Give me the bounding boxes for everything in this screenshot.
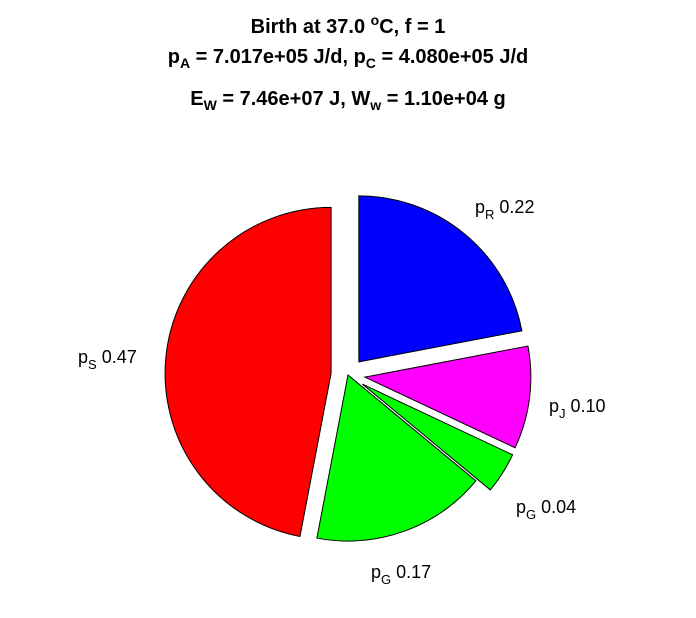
slice-label-pR: pR 0.22	[475, 197, 535, 222]
slice-label-pG-small: pG 0.04	[516, 497, 577, 522]
chart-title-line-1: Birth at 37.0 oC, f = 1	[250, 12, 446, 38]
pie-slice-pJ-0.10	[363, 345, 532, 449]
pie-slice-pG-0.04	[362, 383, 514, 491]
chart-title-line-2: pA = 7.017e+05 J/d, pC = 4.080e+05 J/d	[167, 46, 529, 71]
slice-label-pG: pG 0.17	[371, 562, 432, 587]
pie-slice-pS-0.47	[164, 206, 332, 538]
slice-label-pS: pS 0.47	[78, 347, 137, 372]
pie-slice-pG-0.17	[316, 374, 477, 542]
chart-title-line-3: EW = 7.46e+07 J, Ww = 1.10e+04 g	[190, 88, 506, 113]
slice-label-pJ: pJ 0.10	[549, 396, 606, 421]
pie-slice-pR-0.22	[358, 195, 523, 363]
